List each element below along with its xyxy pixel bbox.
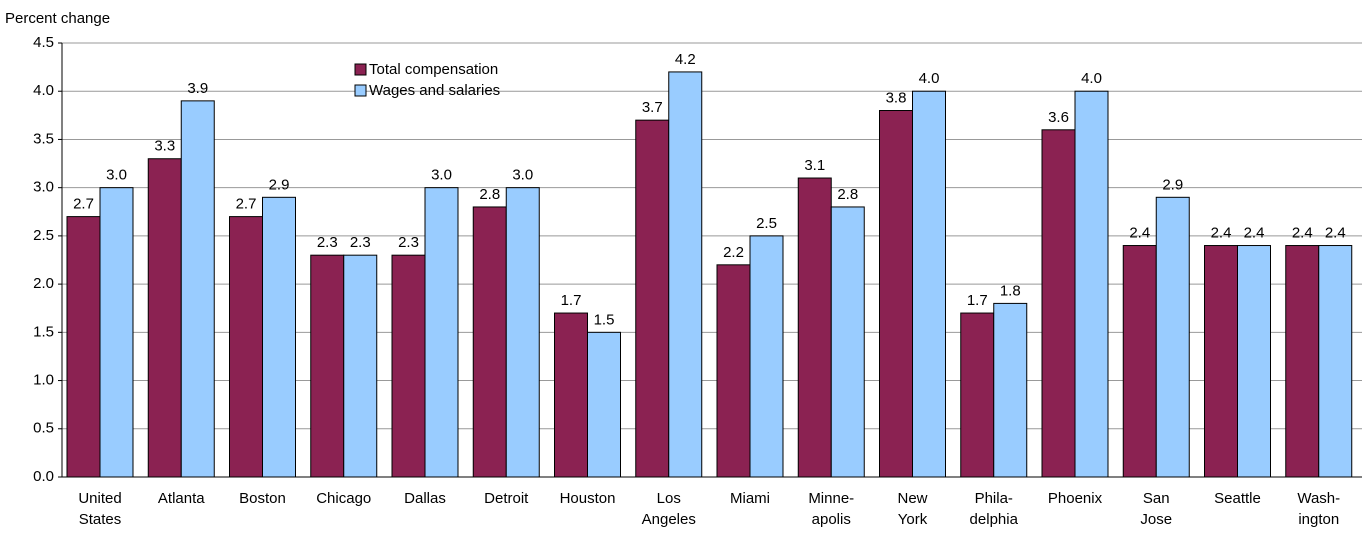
legend-label: Total compensation	[369, 61, 498, 78]
value-label: 2.3	[317, 234, 338, 251]
y-tick-label: 1.0	[33, 372, 54, 389]
value-label: 1.7	[561, 292, 582, 309]
value-label: 1.5	[594, 311, 615, 328]
bar	[993, 302, 1028, 478]
y-tick-label: 2.5	[33, 227, 54, 244]
legend-swatch	[354, 84, 367, 97]
x-tick-label: Wash-ington	[1297, 490, 1340, 528]
value-label: 3.0	[106, 167, 127, 184]
bar	[797, 177, 832, 478]
bar	[1041, 129, 1076, 478]
value-label: 3.7	[642, 99, 663, 116]
value-label: 3.0	[512, 167, 533, 184]
x-tick-label: Miami	[730, 490, 770, 507]
value-label: 2.5	[756, 215, 777, 232]
value-label: 2.9	[269, 176, 290, 193]
value-label: 2.4	[1244, 225, 1265, 242]
y-tick-label: 0.5	[33, 420, 54, 437]
y-tick-label: 4.5	[33, 34, 54, 51]
value-label: 2.9	[1162, 176, 1183, 193]
x-tick-label: New York	[897, 490, 927, 528]
bar	[716, 264, 751, 478]
bar	[1155, 196, 1190, 478]
y-tick-label: 1.5	[33, 323, 54, 340]
y-tick-label: 3.5	[33, 130, 54, 147]
bar	[830, 206, 865, 478]
bar	[587, 331, 621, 478]
value-label: 1.8	[1000, 282, 1021, 299]
y-tick-label: 2.0	[33, 275, 54, 292]
value-label: 4.0	[919, 70, 940, 87]
x-tick-label: Houston	[560, 490, 616, 507]
bar	[635, 119, 670, 478]
bar	[1074, 90, 1109, 478]
value-label: 2.3	[398, 234, 419, 251]
value-label: 4.0	[1081, 70, 1102, 87]
value-label: 2.8	[837, 186, 858, 203]
value-label: 2.4	[1292, 225, 1313, 242]
bar	[554, 312, 588, 478]
value-label: 1.7	[967, 292, 988, 309]
bar	[960, 312, 995, 478]
x-tick-label: Minne-apolis	[808, 490, 854, 528]
bar	[1285, 245, 1320, 478]
y-axis-label: Percent change	[5, 10, 110, 27]
bar	[391, 254, 426, 478]
value-label: 2.2	[723, 244, 744, 261]
bar	[310, 254, 345, 478]
bar	[229, 216, 263, 478]
bar	[66, 216, 101, 478]
bar	[505, 187, 540, 478]
y-tick-label: 3.0	[33, 179, 54, 196]
x-tick-label: Chicago	[316, 490, 371, 507]
x-tick-label: United States	[78, 490, 121, 528]
x-tick-label: San Jose	[1140, 490, 1172, 528]
value-label: 2.4	[1129, 225, 1150, 242]
bar	[180, 100, 215, 478]
bar	[1237, 245, 1271, 478]
bar	[1318, 245, 1353, 478]
bar	[879, 110, 913, 478]
value-label: 3.8	[886, 89, 907, 106]
x-tick-label: Phoenix	[1048, 490, 1103, 507]
bar	[99, 187, 134, 478]
value-label: 2.4	[1325, 225, 1346, 242]
value-label: 2.7	[236, 196, 257, 213]
y-tick-label: 0.0	[33, 468, 54, 485]
x-tick-label: Phila-delphia	[970, 490, 1019, 528]
x-tick-label: Boston	[239, 490, 286, 507]
value-label: 2.7	[73, 196, 94, 213]
value-label: 4.2	[675, 51, 696, 68]
x-tick-label: Detroit	[484, 490, 529, 507]
x-tick-label: Atlanta	[158, 490, 205, 507]
value-label: 3.3	[154, 138, 175, 155]
x-tick-label: Seattle	[1214, 490, 1261, 507]
legend-label: Wages and salaries	[369, 82, 500, 99]
bar	[1204, 245, 1238, 478]
bar	[912, 90, 946, 478]
bar	[262, 196, 296, 478]
legend-swatch	[354, 63, 367, 76]
value-label: 3.9	[187, 80, 208, 97]
y-tick-label: 4.0	[33, 82, 54, 99]
x-tick-label: Los Angeles	[642, 490, 696, 528]
value-label: 3.6	[1048, 109, 1069, 126]
value-label: 2.8	[479, 186, 500, 203]
value-label: 2.4	[1211, 225, 1232, 242]
bar	[147, 158, 182, 478]
bar	[343, 254, 378, 478]
value-label: 3.0	[431, 167, 452, 184]
value-label: 3.1	[804, 157, 825, 174]
bar	[1122, 245, 1157, 478]
x-tick-label: Dallas	[404, 490, 446, 507]
bar	[749, 235, 784, 478]
bar	[424, 187, 459, 478]
value-label: 2.3	[350, 234, 371, 251]
bar	[668, 71, 703, 478]
bar	[472, 206, 507, 478]
